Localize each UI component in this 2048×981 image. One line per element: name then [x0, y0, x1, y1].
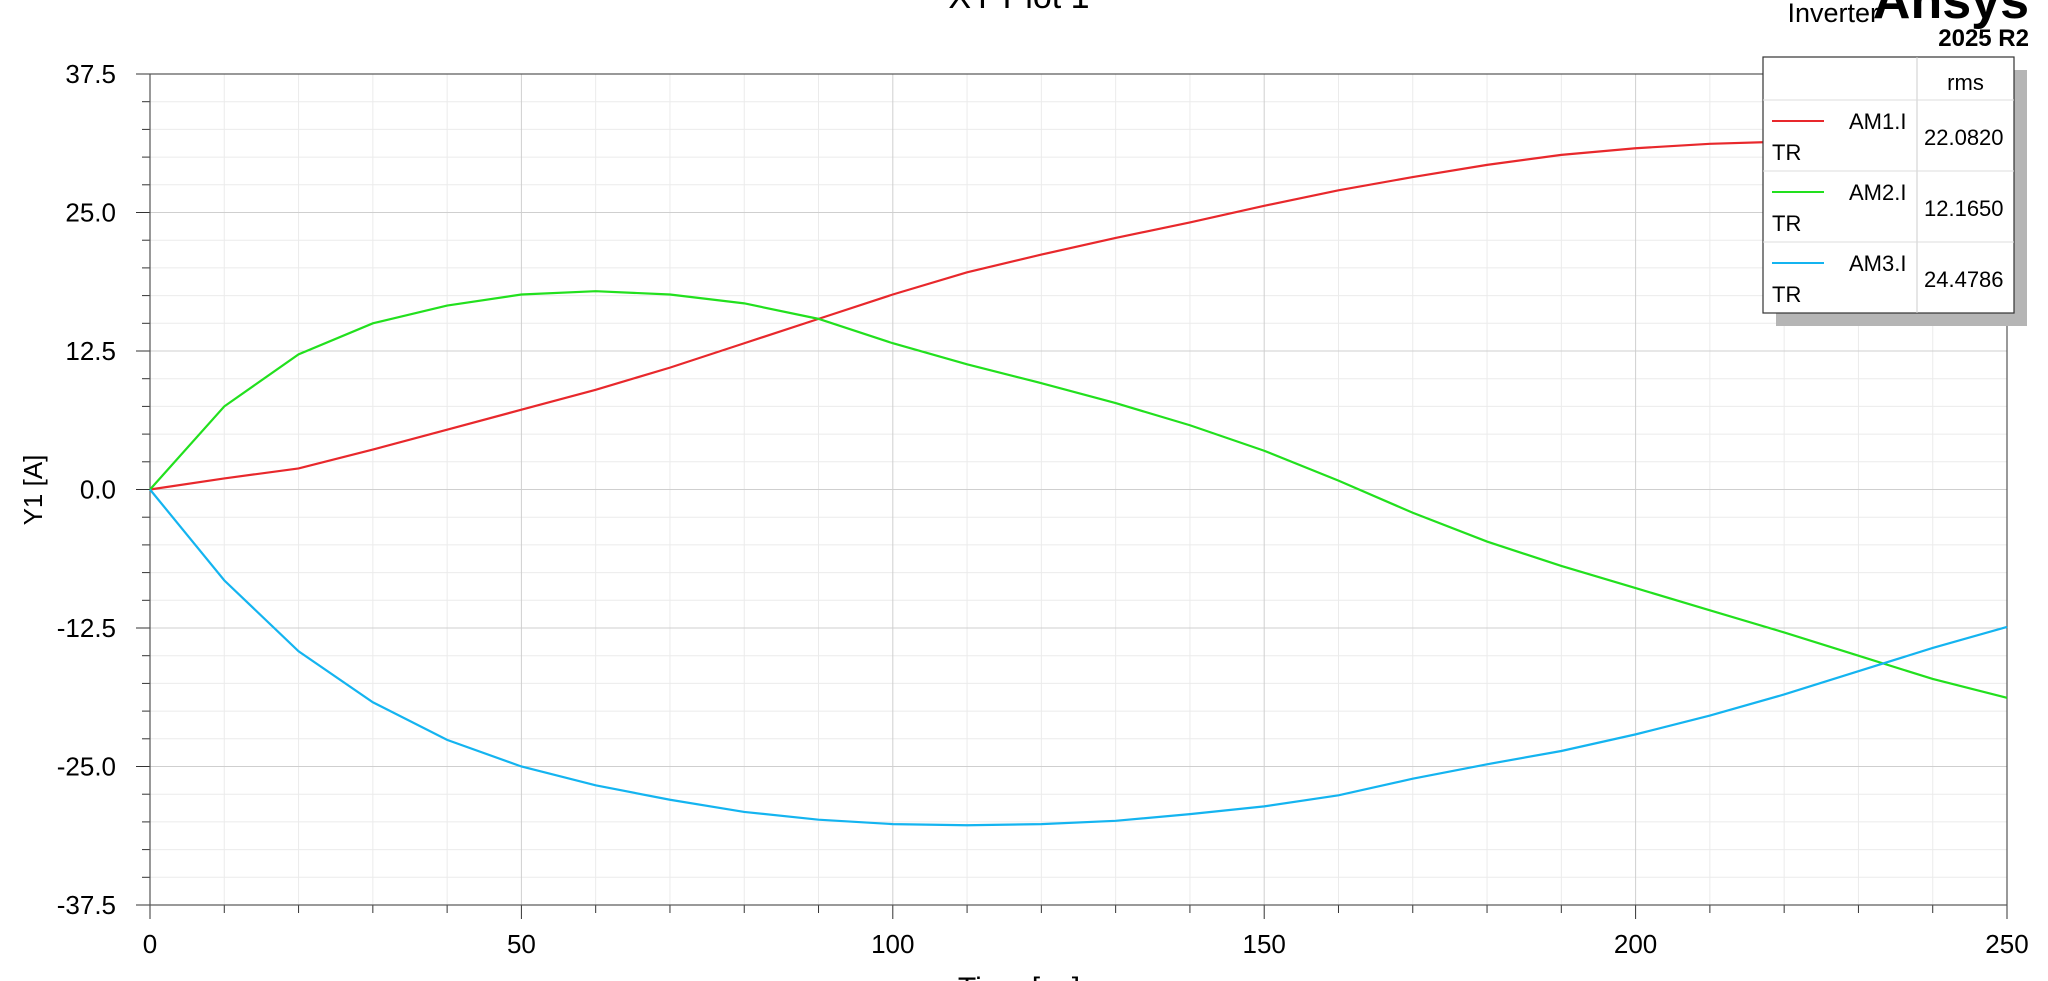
x-tick-label: 0 [143, 929, 157, 959]
series-line [149, 488, 2008, 827]
y-tick-label: 12.5 [65, 336, 116, 366]
brand-name: Ansys [1873, 0, 2029, 30]
y-tick-label: -25.0 [57, 752, 116, 782]
x-axis-title: Time [us] [958, 972, 1080, 981]
y-tick-label: -12.5 [57, 613, 116, 643]
x-tick-label: 250 [1985, 929, 2028, 959]
y-axis-title: Y1 [A] [18, 455, 48, 526]
legend-label: AM3.I TR [1772, 251, 1906, 307]
legend-label: AM1.I TR [1772, 109, 1906, 165]
legend-label-line: TR [1772, 140, 1801, 165]
legend-label-line: TR [1772, 211, 1801, 236]
legend-label-line: AM3.I [1849, 251, 1906, 276]
legend-label-line: TR [1772, 282, 1801, 307]
series-line [149, 140, 2008, 491]
legend-label-line: AM1.I [1849, 109, 1906, 134]
y-tick-label: 37.5 [65, 59, 116, 89]
legend-rms: 22.0820 [1924, 125, 2004, 150]
y-tick-label: 0.0 [80, 475, 116, 505]
x-tick-label: 100 [871, 929, 914, 959]
legend-rms: 12.1650 [1924, 196, 2004, 221]
brand-version: 2025 R2 [1938, 25, 2029, 52]
y-tick-label: -37.5 [57, 890, 116, 920]
legend-header: rms [1947, 70, 1984, 95]
x-tick-label: 150 [1243, 929, 1286, 959]
legend-rms: 24.4786 [1924, 267, 2004, 292]
legend-label-line: AM2.I [1849, 180, 1906, 205]
x-tick-label: 50 [507, 929, 536, 959]
chart-title: XY Plot 1 [948, 0, 1089, 16]
legend-label: AM2.I TR [1772, 180, 1906, 236]
series-line [149, 290, 2008, 699]
y-tick-label: 25.0 [65, 198, 116, 228]
brand-product: Inverter [1787, 0, 1879, 28]
x-tick-label: 200 [1614, 929, 1657, 959]
